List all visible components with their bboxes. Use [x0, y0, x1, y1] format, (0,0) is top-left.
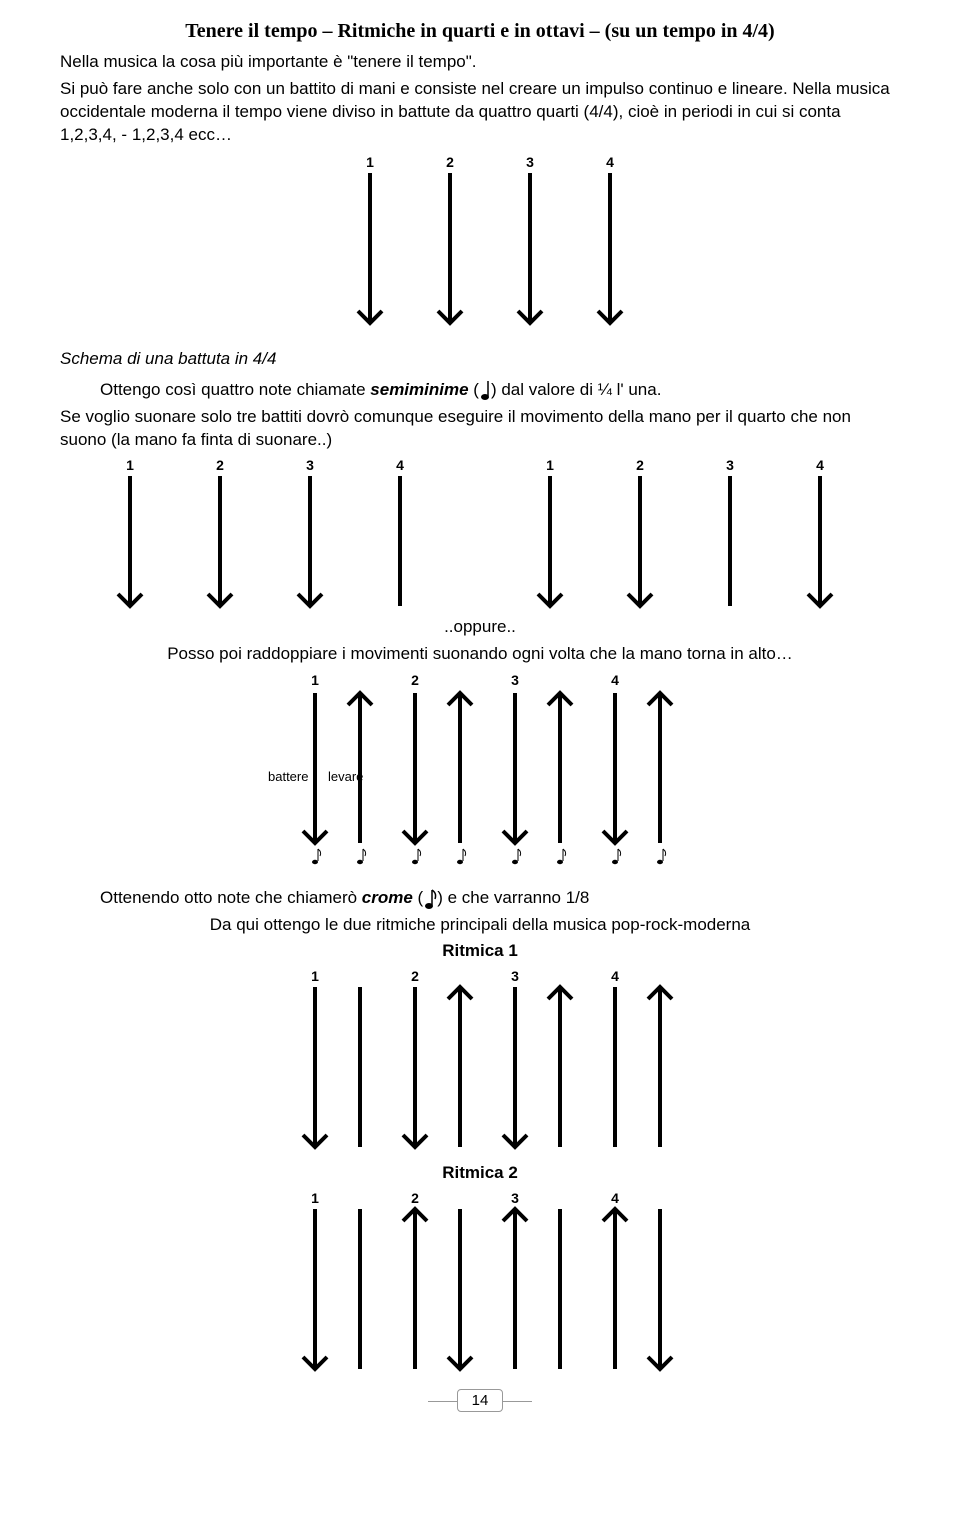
p6-a: Ottenendo otto note che chiamerò	[100, 888, 362, 907]
svg-text:4: 4	[611, 1190, 619, 1206]
term-semiminime: semiminime	[370, 380, 468, 399]
p6-paren-open: (	[413, 888, 423, 907]
svg-text:2: 2	[411, 672, 419, 688]
page-number: 14	[457, 1389, 504, 1412]
p3-paren-open: (	[469, 380, 479, 399]
p3-b: ) dal valore di ¼ l' una.	[491, 380, 662, 399]
diagram-3beats-a: 1 2 3 4	[90, 456, 450, 616]
term-crome: crome	[362, 888, 413, 907]
diagram-4-beats: 1 2 3 4	[320, 153, 640, 343]
page-title: Tenere il tempo – Ritmiche in quarti e i…	[60, 20, 900, 43]
ritmica-1-label: Ritmica 1	[60, 941, 900, 961]
svg-text:4: 4	[606, 154, 614, 170]
diagram-ritmica-1: 1 2 3 4	[260, 967, 700, 1157]
svg-text:2: 2	[411, 968, 419, 984]
paragraph-1: Nella musica la cosa più importante è "t…	[60, 51, 900, 74]
svg-text:4: 4	[611, 968, 619, 984]
svg-text:2: 2	[411, 1190, 419, 1206]
svg-text:4: 4	[396, 457, 404, 473]
diagram-ritmica-2: 1 2 3 4	[260, 1189, 700, 1379]
paragraph-4: Se voglio suonare solo tre battiti dovrò…	[60, 406, 900, 452]
svg-text:3: 3	[511, 1190, 519, 1206]
diagram-caption-1: Schema di una battuta in 4/4	[60, 349, 900, 369]
ritmica-2-label: Ritmica 2	[60, 1163, 900, 1183]
paragraph-7: Da qui ottengo le due ritmiche principal…	[60, 914, 900, 937]
svg-text:levare: levare	[328, 769, 363, 784]
svg-text:3: 3	[306, 457, 314, 473]
oppure-text: ..oppure..	[60, 616, 900, 639]
p6-b: ) e che varranno 1/8	[437, 888, 589, 907]
quarter-note-icon	[479, 379, 491, 401]
svg-text:2: 2	[446, 154, 454, 170]
svg-text:3: 3	[726, 457, 734, 473]
svg-text:1: 1	[311, 968, 319, 984]
svg-text:3: 3	[526, 154, 534, 170]
svg-text:1: 1	[366, 154, 374, 170]
svg-text:3: 3	[511, 968, 519, 984]
svg-text:battere: battere	[268, 769, 308, 784]
paragraph-6: Ottenendo otto note che chiamerò crome (…	[60, 887, 900, 910]
diagram-3beats-b: 1 2 3 4	[510, 456, 870, 616]
page-number-wrap: 14	[60, 1389, 900, 1412]
svg-text:1: 1	[311, 672, 319, 688]
paragraph-2: Si può fare anche solo con un battito di…	[60, 78, 900, 147]
svg-text:4: 4	[816, 457, 824, 473]
svg-text:1: 1	[546, 457, 554, 473]
p3-a: Ottengo così quattro note chiamate	[100, 380, 370, 399]
svg-text:2: 2	[216, 457, 224, 473]
svg-text:1: 1	[311, 1190, 319, 1206]
svg-text:2: 2	[636, 457, 644, 473]
svg-text:1: 1	[126, 457, 134, 473]
paragraph-3: Ottengo così quattro note chiamate semim…	[60, 379, 900, 402]
svg-text:4: 4	[611, 672, 619, 688]
eighth-note-icon	[423, 888, 437, 910]
svg-text:3: 3	[511, 672, 519, 688]
diagram-eighths: 1 2 3 4 battere levare	[260, 671, 700, 881]
paragraph-5: Posso poi raddoppiare i movimenti suonan…	[60, 643, 900, 666]
